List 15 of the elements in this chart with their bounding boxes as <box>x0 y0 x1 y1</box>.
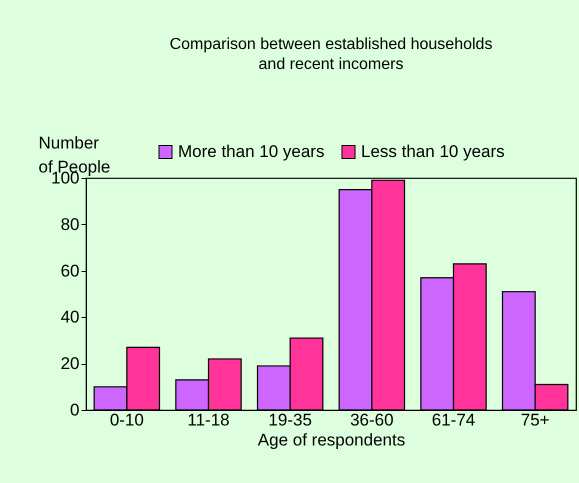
x-tick-label: 36-60 <box>350 410 394 430</box>
legend-label: Less than 10 years <box>361 142 505 161</box>
y-tick-label: 40 <box>60 308 80 327</box>
x-tick-label: 61-74 <box>432 410 476 430</box>
x-tick-label: 75+ <box>520 410 550 430</box>
x-tick-label: 11-18 <box>187 410 230 430</box>
x-tick-label: 0-10 <box>110 410 144 430</box>
x-tick-label: 19-35 <box>268 410 312 430</box>
y-tick-label: 20 <box>60 354 80 374</box>
y-tick-label: 0 <box>70 400 80 420</box>
y-tick-label: 60 <box>60 261 80 280</box>
legend-label: More than 10 years <box>178 142 324 161</box>
y-tick-label: 80 <box>60 214 80 234</box>
chart-title: Comparison between established households and recent incomers <box>170 36 492 73</box>
x-axis-title: Age of respondents <box>258 430 406 450</box>
